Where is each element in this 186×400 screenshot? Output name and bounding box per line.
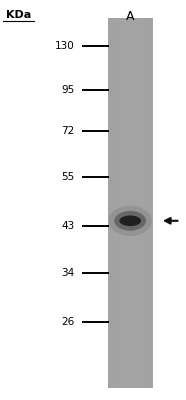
Ellipse shape: [114, 211, 146, 231]
Text: 34: 34: [61, 268, 74, 278]
Text: A: A: [126, 10, 134, 23]
Text: 72: 72: [61, 126, 74, 136]
Ellipse shape: [109, 206, 152, 236]
Text: 43: 43: [61, 221, 74, 231]
Text: 26: 26: [61, 317, 74, 327]
Text: 55: 55: [61, 172, 74, 182]
Ellipse shape: [119, 216, 141, 226]
Text: 130: 130: [55, 41, 74, 51]
Text: 95: 95: [61, 85, 74, 95]
Text: KDa: KDa: [6, 10, 31, 20]
